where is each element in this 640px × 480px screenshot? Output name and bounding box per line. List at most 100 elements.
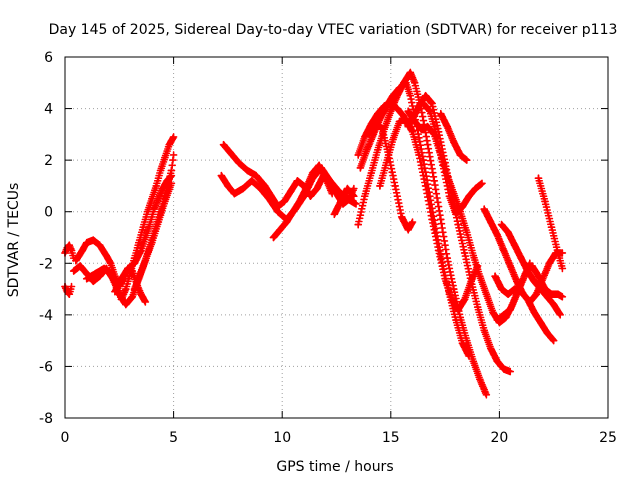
data-point [523,295,532,304]
data-point [247,176,256,185]
data-point [549,300,558,309]
data-series [61,68,567,399]
data-point [239,184,247,193]
plot-frame [64,56,609,419]
data-point [443,122,452,131]
data-point [536,318,545,327]
data-point [393,104,402,113]
data-point [321,174,330,182]
data-point [154,218,163,226]
data-point [460,249,469,257]
data-point [430,176,439,185]
y-axis-label: SDTVAR / TECUs [6,183,22,298]
series-track-2 [61,282,76,299]
data-point [148,195,156,203]
data-point [224,182,232,190]
data-point [395,84,404,92]
data-point [315,161,323,170]
data-point [152,182,161,190]
data-point [387,107,395,115]
series-track-11 [330,184,358,219]
data-point [554,290,562,299]
data-point [365,130,373,139]
data-point [493,357,502,366]
data-point [441,274,449,283]
data-point [252,171,260,180]
data-point [543,293,551,301]
data-point [154,195,163,203]
data-point [130,285,139,293]
data-point [469,251,478,260]
data-point [289,207,297,216]
data-point [536,285,545,293]
x-tick-label: 15 [382,430,400,446]
data-point [421,182,430,190]
data-point [436,109,445,118]
data-point [517,254,525,262]
data-point [465,192,473,201]
data-point [89,236,98,244]
data-point [373,146,382,154]
data-point [469,357,478,366]
data-point [530,277,538,286]
data-point [534,272,543,280]
data-point [91,269,100,278]
data-point [452,210,460,219]
data-point [102,251,111,260]
x-tick-label: 0 [61,430,70,446]
data-point [293,176,302,185]
data-point [95,241,104,250]
data-point [530,308,538,317]
data-point [463,228,471,237]
data-point [150,205,158,213]
y-tick-label: -6 [39,359,53,375]
data-point [158,184,167,193]
data-point [493,231,502,239]
data-point [137,290,145,299]
y-tick-label: -8 [39,411,53,427]
data-point [380,102,389,110]
series-track-23 [534,174,567,273]
data-point [504,290,512,299]
data-point [491,272,499,280]
data-point [389,135,397,144]
data-point [512,277,521,286]
data-point [261,182,269,190]
data-point [443,254,452,262]
data-point [350,184,358,193]
data-point [497,285,506,293]
data-point [287,187,295,195]
data-point [543,329,551,337]
data-point [373,109,382,118]
data-point [549,336,558,345]
data-point [423,122,432,131]
data-point [434,246,443,255]
data-point [145,220,154,229]
data-point [274,207,282,216]
data-point [426,107,434,115]
data-point [243,166,252,175]
data-point [449,285,458,293]
data-point [428,215,436,224]
data-point [269,233,278,242]
data-point [356,164,365,172]
data-point [65,241,74,250]
data-point [463,156,471,164]
data-point [499,311,508,319]
data-point [539,274,547,283]
data-point [465,352,473,360]
data-point [512,290,521,299]
data-point [458,202,467,211]
data-point [354,220,363,229]
data-point [408,218,417,226]
data-point [519,274,528,283]
data-point [350,192,358,201]
series-track-10 [269,161,336,242]
data-point [493,316,502,324]
data-point [436,215,445,224]
data-point [226,148,234,157]
data-point [135,238,143,247]
data-point [504,228,512,237]
data-point [482,390,491,399]
x-tick-label: 10 [273,430,291,446]
